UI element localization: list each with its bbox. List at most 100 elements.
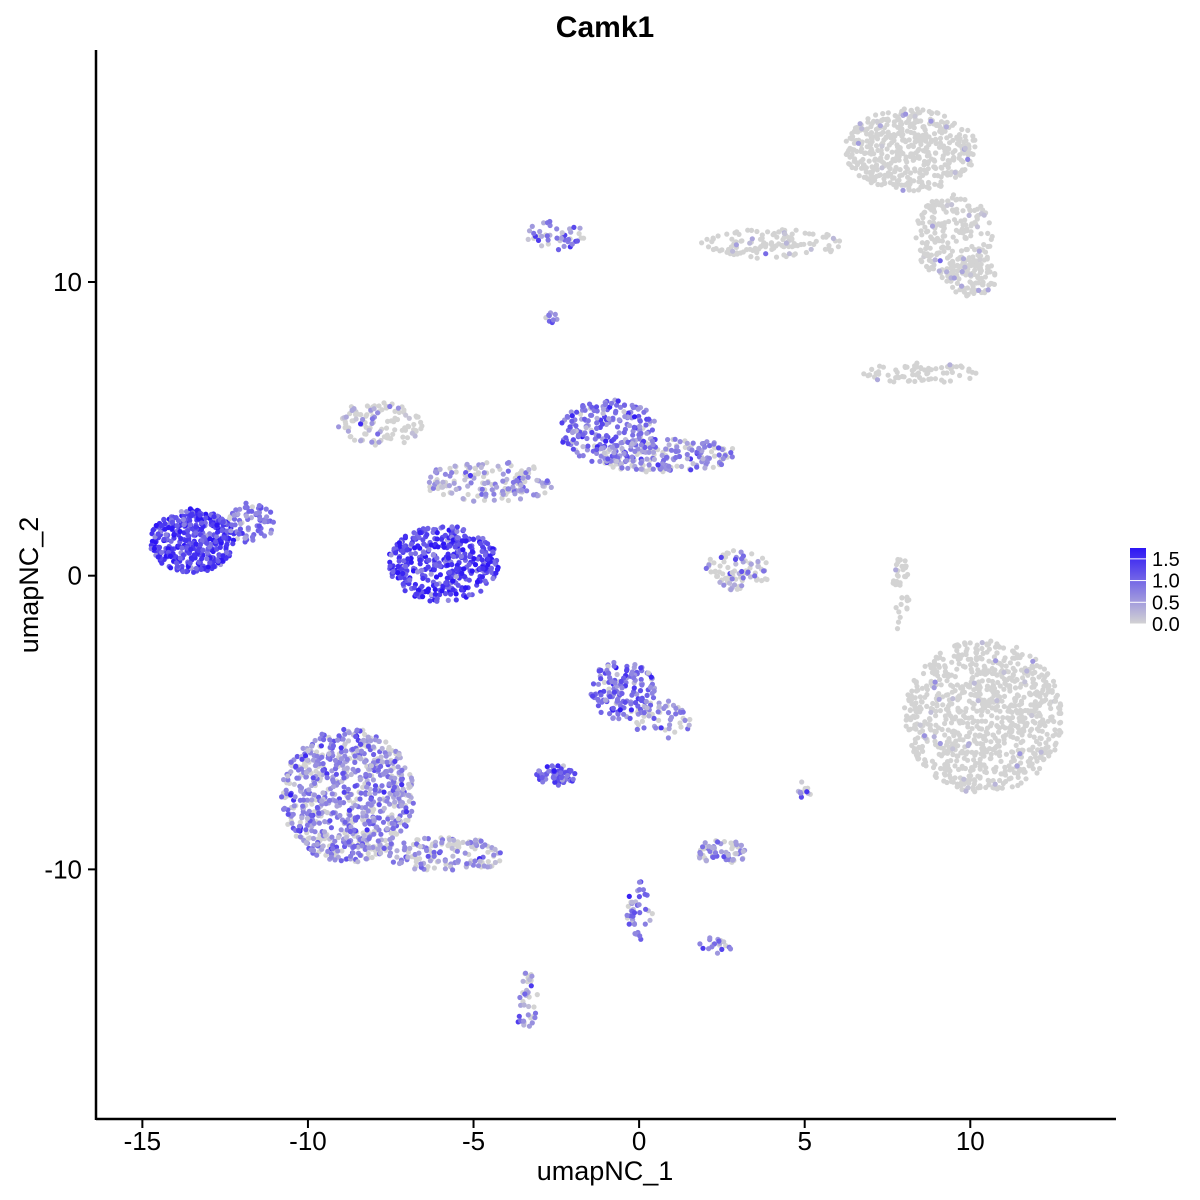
data-point	[410, 568, 417, 574]
data-point	[868, 141, 874, 147]
data-point	[311, 820, 317, 827]
data-point	[894, 572, 901, 578]
data-point	[725, 852, 731, 858]
data-point	[959, 269, 965, 275]
data-point	[944, 370, 950, 376]
data-point	[985, 243, 991, 250]
data-point	[342, 819, 348, 825]
data-point	[1002, 764, 1008, 771]
data-point	[917, 170, 923, 176]
data-point	[913, 679, 919, 685]
data-point	[451, 837, 457, 843]
data-point	[215, 558, 221, 564]
data-point	[738, 549, 744, 555]
data-point	[689, 447, 695, 453]
data-point	[979, 718, 985, 724]
data-point	[220, 519, 226, 525]
data-point	[388, 552, 394, 558]
data-point	[431, 853, 437, 859]
data-point	[974, 273, 981, 279]
data-point	[711, 560, 717, 566]
data-point	[482, 578, 488, 584]
data-point	[889, 140, 895, 146]
data-point	[982, 665, 988, 671]
data-point	[972, 267, 978, 273]
data-point	[366, 836, 372, 842]
data-point	[603, 433, 610, 439]
data-point	[970, 151, 976, 157]
data-point	[596, 433, 602, 439]
data-point	[576, 231, 582, 237]
data-point	[938, 682, 944, 688]
data-point	[893, 166, 899, 172]
data-point	[345, 428, 351, 434]
data-point	[518, 482, 524, 488]
data-point	[174, 523, 180, 529]
data-point	[980, 279, 986, 285]
data-point	[472, 562, 479, 568]
data-point	[318, 743, 324, 749]
data-point	[610, 415, 616, 421]
data-point	[181, 522, 187, 528]
data-point	[453, 591, 459, 597]
data-point	[558, 774, 565, 781]
data-point	[217, 544, 223, 551]
data-point	[924, 691, 930, 698]
data-point	[717, 563, 723, 569]
data-point	[1017, 751, 1023, 757]
data-point	[401, 544, 407, 550]
data-point	[300, 745, 306, 752]
data-point	[911, 125, 917, 131]
data-point	[995, 679, 1001, 686]
data-point	[969, 660, 976, 667]
data-point	[305, 748, 311, 754]
data-point	[969, 243, 975, 250]
data-point	[401, 840, 407, 846]
data-point	[450, 578, 456, 584]
data-point	[294, 775, 300, 781]
data-point	[1041, 683, 1047, 689]
data-point	[885, 372, 891, 378]
data-point	[564, 413, 570, 420]
data-point	[1053, 740, 1059, 746]
data-point	[899, 373, 905, 380]
data-point	[399, 803, 405, 809]
data-point	[304, 815, 310, 822]
data-point	[1043, 749, 1049, 756]
data-point	[979, 708, 985, 714]
data-point	[932, 150, 939, 156]
data-point	[539, 775, 545, 781]
data-point	[295, 767, 301, 773]
data-point	[514, 477, 520, 484]
data-point	[858, 159, 864, 165]
data-point	[371, 831, 377, 837]
data-point	[595, 697, 601, 704]
data-point	[1018, 698, 1025, 704]
data-point	[231, 516, 238, 522]
data-point	[437, 466, 443, 472]
data-point	[934, 121, 940, 127]
data-point	[950, 156, 956, 162]
data-point	[749, 236, 755, 242]
data-point	[977, 684, 983, 691]
data-point	[561, 243, 567, 249]
data-point	[924, 703, 930, 710]
data-point	[467, 464, 473, 471]
data-point	[793, 227, 799, 233]
data-point	[306, 787, 312, 793]
data-point	[364, 784, 370, 790]
data-point	[296, 827, 302, 834]
data-point	[989, 713, 995, 719]
data-point	[345, 786, 351, 792]
data-point	[960, 737, 966, 743]
data-point	[440, 479, 446, 485]
data-point	[439, 840, 445, 846]
data-point	[731, 582, 738, 588]
data-point	[880, 116, 886, 122]
data-point	[455, 582, 461, 588]
data-point	[644, 430, 650, 436]
data-point	[365, 818, 372, 824]
data-point	[369, 416, 375, 422]
data-point	[940, 702, 946, 708]
